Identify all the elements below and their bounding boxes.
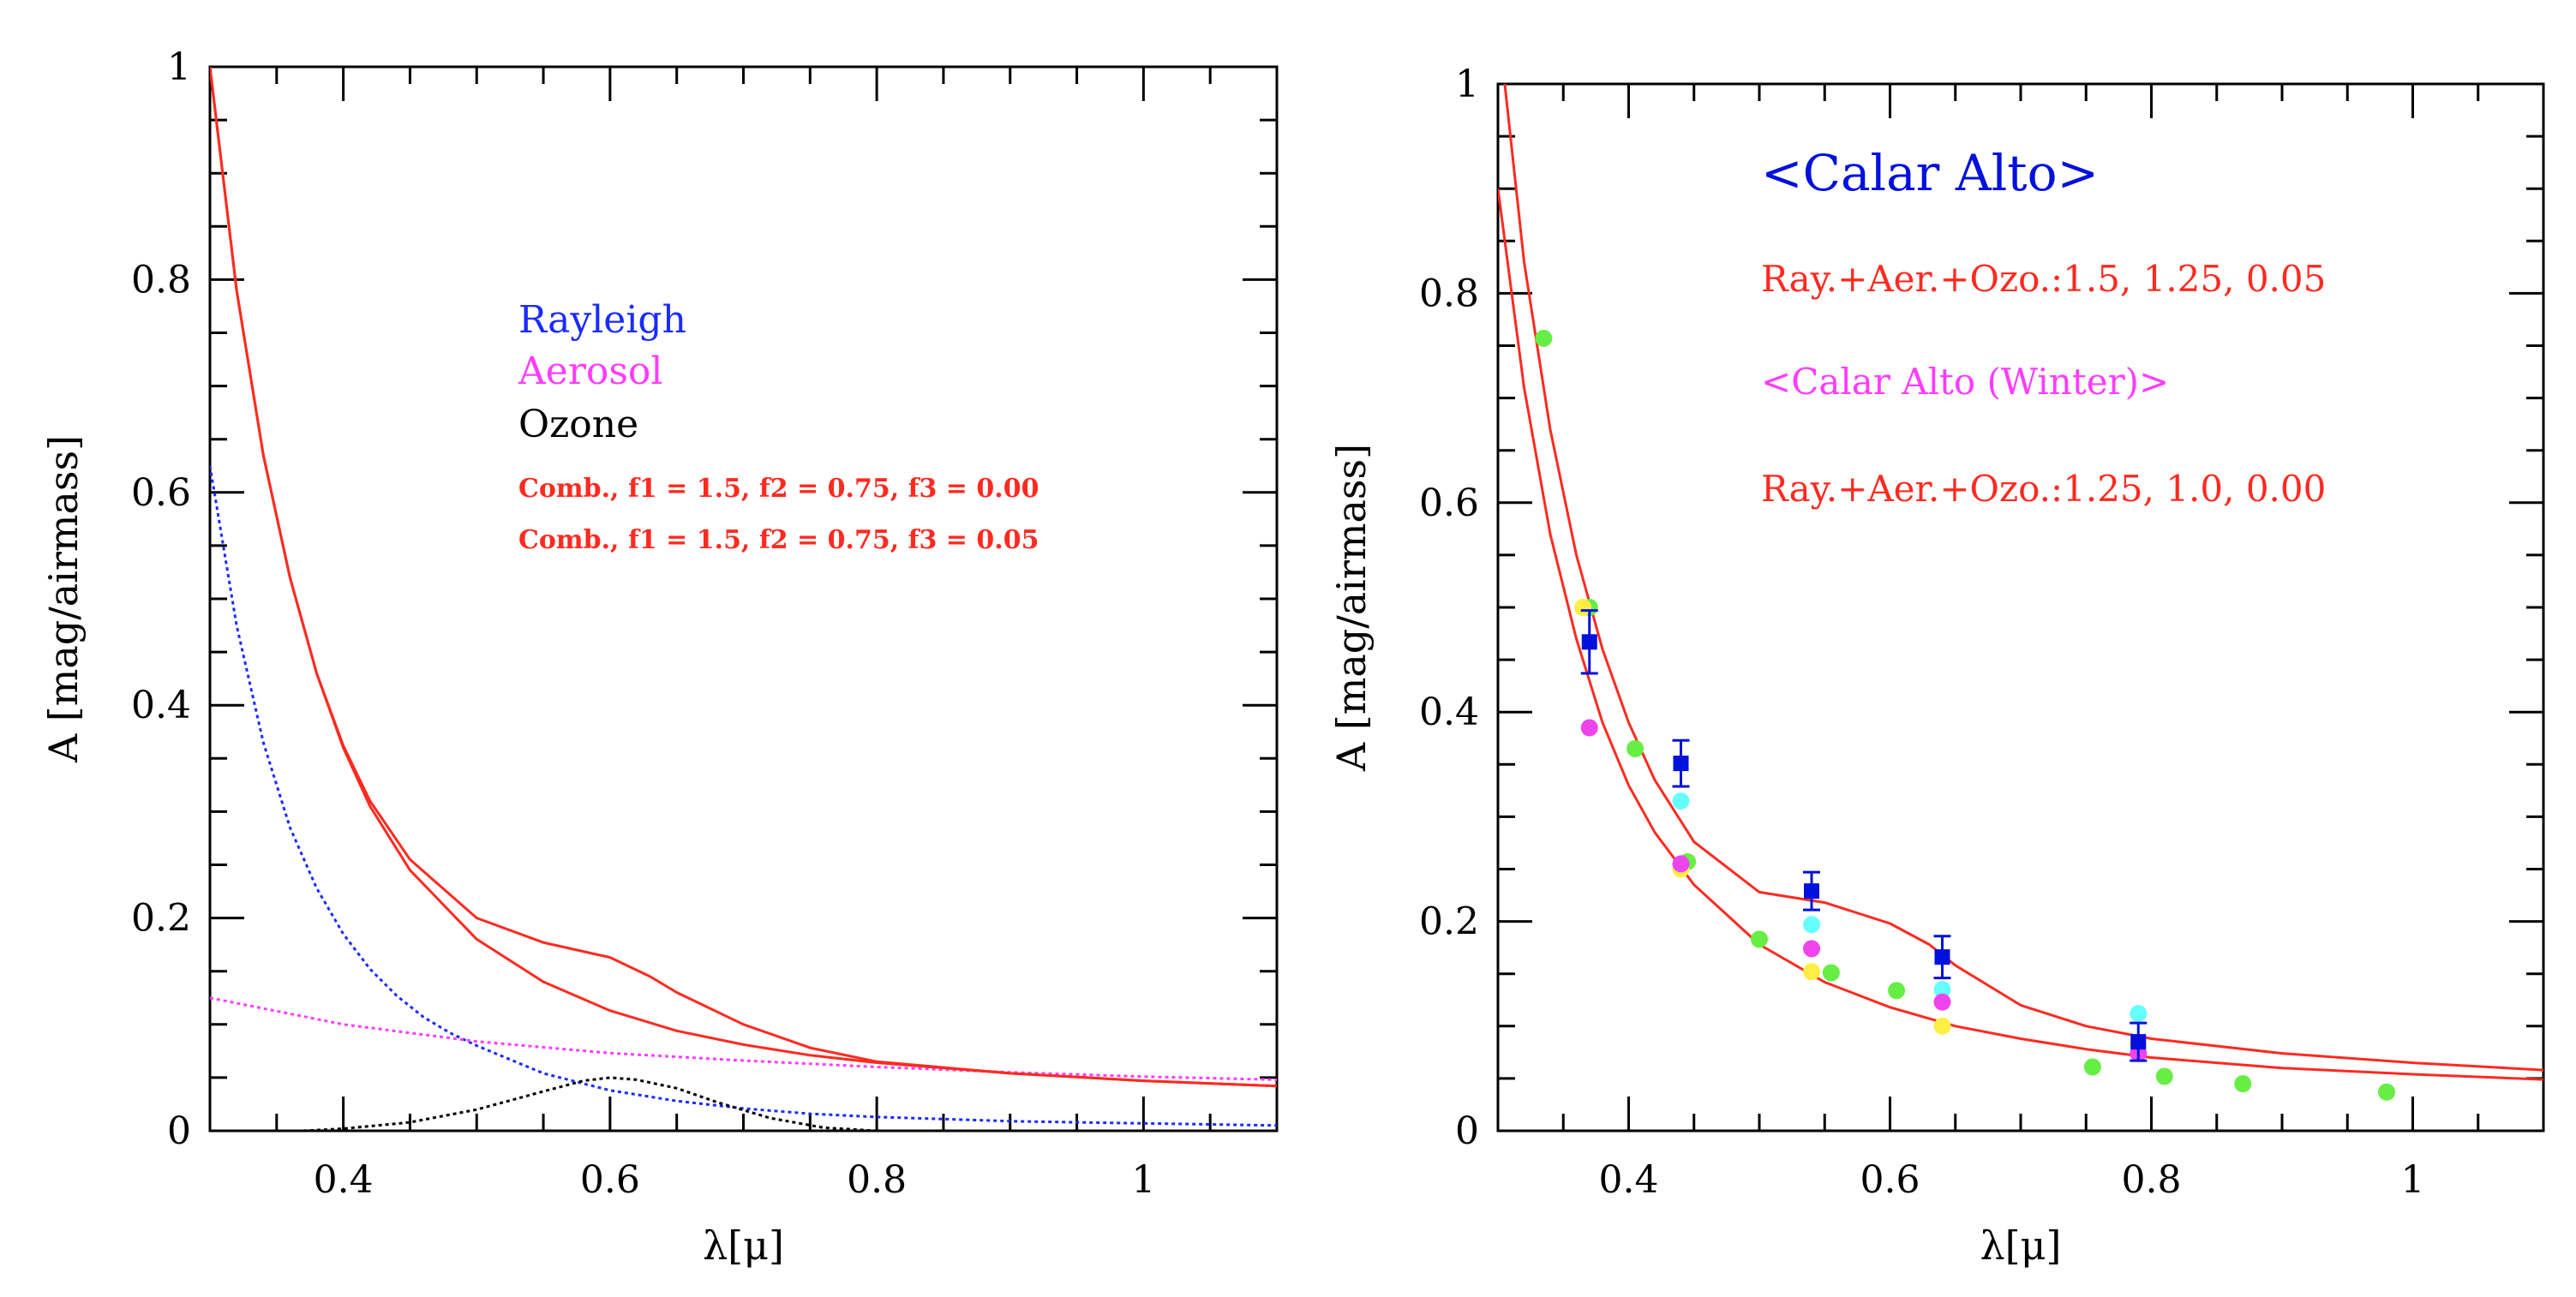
combined-line (210, 67, 1277, 1088)
legend-entry: Rayleigh (518, 298, 686, 342)
data-point-pink (1580, 719, 1598, 737)
x-tick-label: 0.6 (580, 1158, 640, 1202)
x-tick-label: 1 (1131, 1158, 1155, 1202)
annotation-text: Ray.+Aer.+Ozo.:1.25, 1.0, 0.00 (1761, 468, 2326, 510)
x-tick-label: 0.8 (2122, 1158, 2182, 1202)
plot-frame (208, 65, 1279, 1133)
data-point-cyan (1803, 916, 1820, 934)
data-point-pink (1672, 855, 1690, 873)
y-tick-label: 0.8 (131, 258, 191, 302)
y-tick-label: 0.4 (1419, 690, 1479, 734)
legend-entry: Ozone (518, 403, 638, 446)
data-point-green (1626, 739, 1644, 757)
data-point-yellow (1933, 1017, 1951, 1035)
data-point-pink (1933, 993, 1951, 1011)
y-tick-label: 0.8 (1419, 272, 1479, 315)
data-point-green (2083, 1058, 2101, 1076)
data-point-square (1934, 949, 1950, 965)
annotation-text: <Calar Alto> (1761, 144, 2099, 202)
y-tick-label: 0.6 (1419, 481, 1479, 525)
data-point-square (1673, 756, 1689, 772)
right-panel-calar-alto-extinction: 0.4 0.6 0.8 1 0 0.2 0.4 0.6 0.8 1 λ[μ] A [mag/airma… (1328, 63, 2545, 1269)
data-point-yellow (1803, 963, 1820, 981)
data-point-cyan (2130, 1005, 2148, 1023)
x-tick-label: 0.4 (1599, 1158, 1659, 1202)
y-axis-title: A [mag/airmass] (1328, 444, 1375, 772)
ozone-line (303, 1076, 878, 1131)
data-point-green (2378, 1083, 2395, 1101)
y-axis-title: A [mag/airmass] (40, 435, 87, 763)
x-tick-label: 0.6 (1860, 1158, 1920, 1202)
left-panel-extinction-components: 0.4 0.6 0.8 1 0 0.2 0.4 0.6 0.8 1 λ[μ] A [mag/airma… (40, 45, 1279, 1269)
series-group (210, 67, 1277, 1131)
annotation-text: Ray.+Aer.+Ozo.:1.5, 1.25, 0.05 (1761, 258, 2326, 300)
model-curve (1498, 188, 2543, 1081)
data-point-cyan (1933, 981, 1951, 999)
annotation-text: <Calar Alto (Winter)> (1761, 361, 2169, 403)
data-point-green (1751, 930, 1768, 948)
data-point-square (1581, 634, 1597, 650)
rayleigh-line (210, 465, 1277, 1127)
y-tick-label: 1 (1455, 63, 1479, 106)
y-tick-label: 0 (1455, 1109, 1479, 1153)
y-tick-label: 0.2 (1419, 900, 1479, 944)
data-point-green (1535, 329, 1553, 347)
model-curve (1503, 84, 2543, 1072)
data-point-square (1804, 883, 1819, 900)
y-tick-label: 0.4 (131, 684, 191, 727)
y-tick-label: 0 (167, 1109, 191, 1153)
legend-entry: Comb., f1 = 1.5, f2 = 0.75, f3 = 0.00 (518, 474, 1039, 504)
data-point-pink (1803, 940, 1820, 958)
data-point-green (2155, 1067, 2173, 1085)
data-point-square (2130, 1034, 2147, 1050)
x-tick-label: 1 (2401, 1158, 2425, 1202)
plot-frame (1496, 82, 2545, 1133)
y-tick-label: 0.2 (131, 897, 191, 941)
y-tick-label: 1 (167, 45, 191, 89)
series-group (1498, 84, 2543, 1101)
legend-entry: Aerosol (518, 350, 662, 393)
data-point-green (2234, 1075, 2252, 1093)
combined-line (210, 67, 1277, 1088)
x-axis-title: λ[μ] (1980, 1222, 2062, 1269)
x-axis-title: λ[μ] (703, 1222, 784, 1269)
legend-entry: Comb., f1 = 1.5, f2 = 0.75, f3 = 0.05 (518, 525, 1039, 555)
data-point-cyan (1672, 792, 1690, 810)
x-tick-label: 0.4 (314, 1158, 374, 1202)
data-point-green (1888, 982, 1906, 1000)
data-point-green (1822, 964, 1840, 982)
aerosol-line (210, 996, 1277, 1081)
y-tick-label: 0.6 (131, 471, 191, 515)
x-tick-label: 0.8 (847, 1158, 907, 1202)
